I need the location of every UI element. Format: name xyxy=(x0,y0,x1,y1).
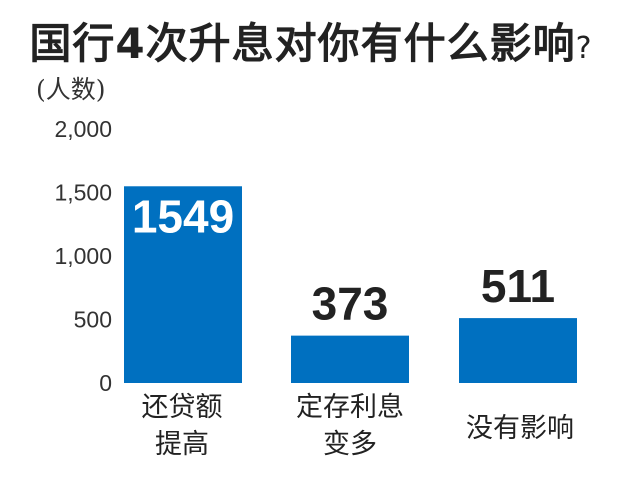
bar-value-label: 373 xyxy=(312,278,389,330)
y-axis-unit-label: (人数) xyxy=(36,75,106,104)
category-label-line: 提高 xyxy=(155,429,209,460)
y-tick-label: 500 xyxy=(74,307,112,333)
bar-value-label: 1549 xyxy=(132,190,234,242)
bar-value-label: 511 xyxy=(481,260,555,312)
category-label-line: 定存利息 xyxy=(296,392,404,423)
y-tick-label: 1,500 xyxy=(54,180,112,206)
category-label: 没有影响 xyxy=(440,410,600,447)
category-label-line: 还贷额 xyxy=(141,392,223,423)
category-label-line: 没有影响 xyxy=(466,413,574,444)
category-label: 定存利息 变多 xyxy=(270,389,430,463)
y-tick-label: 2,000 xyxy=(54,116,112,142)
y-tick-label: 1,000 xyxy=(54,243,112,269)
category-label-line: 变多 xyxy=(323,429,377,460)
chart-title-question-mark: ? xyxy=(575,31,593,66)
y-tick-label: 0 xyxy=(99,370,112,396)
chart-title: 国行4次升息对你有什么影响? xyxy=(0,10,622,71)
chart-title-text: 国行4次升息对你有什么影响 xyxy=(29,19,576,68)
bar xyxy=(291,335,409,383)
bar xyxy=(124,186,242,383)
bar xyxy=(459,318,577,383)
category-label: 还贷额 提高 xyxy=(102,389,262,463)
